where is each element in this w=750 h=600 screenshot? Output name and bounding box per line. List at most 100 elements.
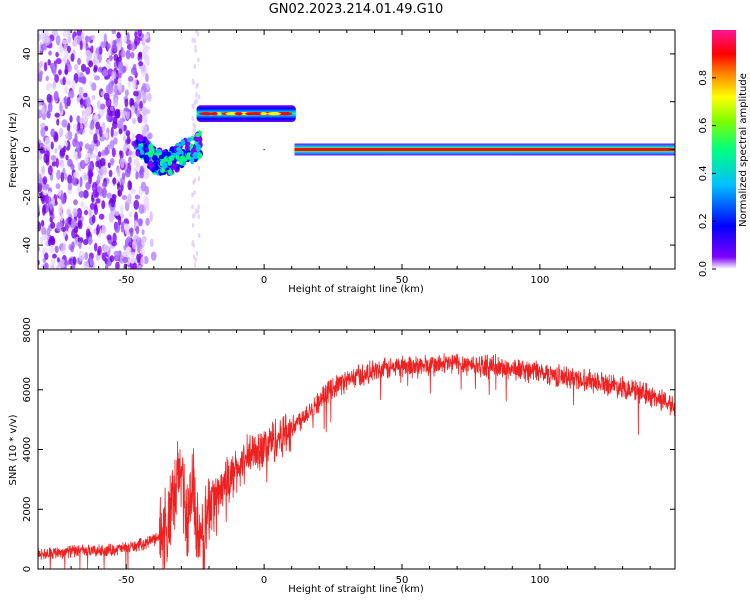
noise-blob [111,194,117,200]
noise-blob [70,245,74,253]
noise-blob [118,128,123,135]
noise-blob [127,150,133,156]
noise-blob [54,245,59,254]
noise-blob [109,255,115,263]
noise-blob [117,215,122,226]
signal-blob [147,150,154,158]
signal-blob [185,141,191,146]
noise-blob [125,130,131,137]
noise-blob [197,57,200,63]
noise-blob [134,108,138,115]
noise-blob [41,226,47,236]
signal-blob [161,161,168,170]
band-hot-spot [259,112,268,116]
noise-blob [44,136,51,148]
noise-blob [110,158,115,166]
signal-blob [155,148,162,154]
noise-blob [144,185,150,195]
noise-blob [102,181,108,188]
noise-blob [143,33,149,40]
noise-blob [67,182,73,191]
noise-blob [51,161,57,167]
noise-blob [87,36,92,42]
noise-blob [101,121,106,133]
noise-blob [191,192,194,198]
noise-blob [62,76,66,86]
noise-blob [38,109,43,119]
noise-blob [55,57,62,65]
noise-blob [115,261,120,269]
noise-blob [78,86,84,94]
snr-line-area [38,353,675,569]
noise-blob [93,205,99,216]
noise-blob [147,92,152,102]
noise-blob [137,264,143,269]
signal-blob [176,146,181,152]
noise-blob [110,126,114,138]
y-tick-label: 2000 [22,497,33,522]
noise-blob [94,58,100,66]
noise-blob [106,43,112,49]
noise-blob [76,97,80,104]
noise-blob [197,176,201,182]
y-tick-label: -20 [22,189,33,205]
noise-blob [40,127,46,138]
noise-blob [125,49,131,60]
noise-blob [91,153,97,159]
x-tick-label: 100 [530,275,549,286]
noise-blob [111,70,117,80]
noise-blob [124,98,129,108]
noise-blob [108,68,113,75]
noise-blob [63,44,68,52]
noise-blob [89,128,94,135]
noise-blob [123,143,128,152]
noise-blob [114,109,120,120]
signal-blob [152,161,159,166]
noise-blob [83,173,89,181]
noise-blob [47,165,53,176]
noise-blob [196,31,200,37]
noise-blob [131,132,135,141]
noise-blob [106,192,112,199]
noise-blob [191,222,195,228]
noise-blob [66,130,73,141]
noise-blob [61,162,65,169]
noise-blob [42,189,48,196]
noise-blob [196,208,200,214]
noise-blob [72,40,77,47]
noise-blob [56,118,60,126]
noise-blob [38,97,43,107]
signal-blob [154,165,159,171]
noise-blob [59,258,66,268]
noise-blob [86,104,92,115]
signal-blob [139,150,145,155]
noise-blob [193,212,196,218]
noise-blob [142,45,149,55]
noise-blob [49,243,55,254]
noise-blob [79,159,86,170]
colorbar-ticks: 0.0 0.2 0.4 0.6 0.8 [698,70,716,277]
noise-blob [116,72,122,79]
noise-blob [195,208,198,214]
noise-blob [193,189,196,195]
x-tick-label: -50 [118,575,134,586]
noise-blob [99,103,106,110]
noise-blob [98,213,105,220]
noise-blob [60,172,65,183]
noise-blob [91,82,97,92]
noise-blob [67,174,73,185]
noise-blob [89,258,94,266]
colorbar-tick-label: 0.8 [698,70,709,86]
colorbar-label: Normalized spectral amplitude [738,73,749,227]
signal-blob [190,157,195,165]
colorbar-tick-label: 0.0 [698,261,709,277]
noise-blob [106,234,112,241]
noise-blob [127,193,132,202]
noise-blob [55,183,61,190]
noise-blob [44,262,49,269]
noise-blob [95,127,100,135]
noise-blob [132,262,138,269]
noise-blob [43,61,48,72]
noise-blob [114,130,118,137]
snr-y-label: SNR (10 * v/v) [8,414,19,485]
